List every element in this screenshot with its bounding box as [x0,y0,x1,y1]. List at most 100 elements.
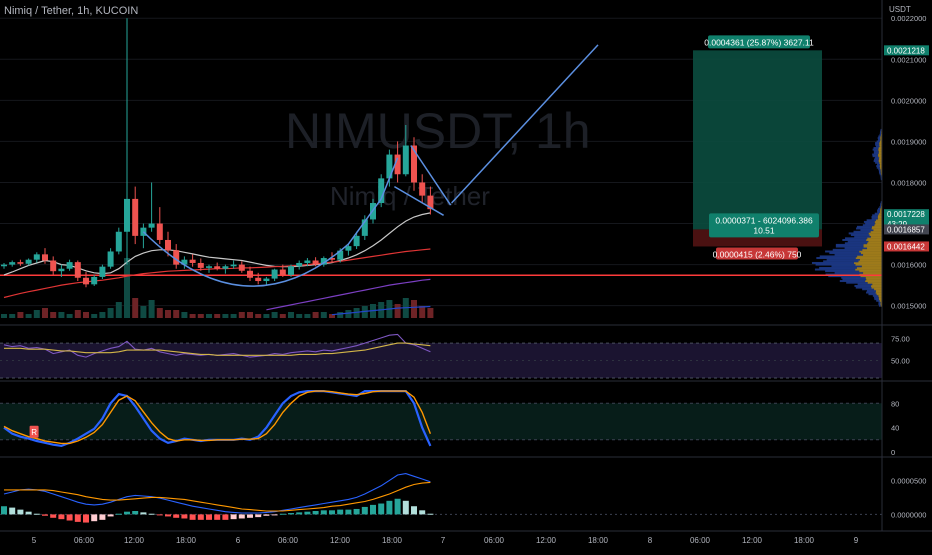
candle-body [280,270,286,275]
volume-bar [181,312,187,318]
volume-bar [304,314,310,318]
macd-histogram-bar [149,514,155,515]
volume-bar [9,314,15,318]
macd-histogram-bar [411,506,417,514]
candle-body [157,224,163,240]
candle-body [206,266,212,268]
candle-body [58,269,64,271]
candle-body [83,278,89,285]
price-tag: 0.0017228 [887,210,925,219]
stoch-signal-marker: R [31,428,37,437]
time-tick-label: 12:00 [742,536,763,545]
volume-bar [411,300,417,318]
volume-bar [419,306,425,318]
time-tick-label: 18:00 [588,536,609,545]
time-tick-label: 8 [648,536,653,545]
candle-body [124,199,130,232]
macd-histogram-bar [140,512,146,514]
price-tick-label: 0.0015000 [891,302,926,311]
volume-bar [263,314,269,318]
volume-bar [91,314,97,318]
volume-bar [108,308,114,318]
time-tick-label: 18:00 [382,536,403,545]
candle-body [17,262,23,264]
macd-histogram-bar [395,499,401,515]
volume-bar [116,302,122,318]
volume-bar [190,314,196,318]
macd-histogram-bar [157,514,163,515]
macd-histogram-bar [321,510,327,514]
macd-histogram-bar [280,514,286,515]
time-tick-label: 12:00 [536,536,557,545]
volume-bar [124,258,130,318]
time-tick-label: 5 [32,536,37,545]
macd-histogram-bar [247,514,253,517]
macd-histogram-bar [231,514,237,519]
candle-body [255,278,261,281]
volume-bar [67,314,73,318]
volume-bar [26,314,32,318]
rsi-tick-label: 50.00 [891,357,910,366]
stop-label: 0.0000415 (2.46%) 750 [713,249,802,259]
candle-body [296,263,302,266]
volume-bar [140,306,146,318]
macd-histogram-bar [132,511,138,514]
volume-profile-bar [881,201,882,203]
price-tick-label: 0.0020000 [891,96,926,105]
candle-body [354,236,360,246]
time-tick-label: 12:00 [124,536,145,545]
macd-histogram-bar [272,514,278,515]
macd-histogram-bar [198,514,204,519]
pair-title: Nimiq / Tether, 1h, KUCOIN [4,5,138,17]
volume-bar [239,312,245,318]
candle-body [403,146,409,175]
volume-bar [231,314,237,318]
time-tick-label: 18:00 [794,536,815,545]
price-tick-label: 0.0022000 [891,14,926,23]
macd-histogram-bar [67,514,73,520]
volume-bar [288,312,294,318]
candle-body [190,260,196,263]
macd-histogram-bar [239,514,245,518]
price-tick-label: 0.0016000 [891,261,926,270]
price-tick-label: 0.0021000 [891,55,926,64]
macd-histogram-bar [386,501,392,515]
macd-histogram-bar [99,514,105,519]
candle-body [50,261,56,272]
volume-bar [272,312,278,318]
macd-histogram-bar [116,514,122,515]
price-tag: 0.0021218 [887,46,925,55]
macd-histogram-bar [124,512,130,515]
candle-body [1,265,7,267]
volume-bar [280,314,286,318]
time-tick-label: 06:00 [484,536,505,545]
time-tick-label: 12:00 [330,536,351,545]
macd-histogram-bar [1,506,7,514]
macd-histogram-bar [75,514,81,521]
macd-histogram-bar [214,514,220,519]
macd-histogram-bar [181,514,187,518]
target-zone [693,50,822,229]
macd-histogram-bar [313,511,319,514]
candle-body [247,271,253,278]
volume-profile-bar [881,129,882,131]
rsi-tick-label: 75.00 [891,335,910,344]
volume-bar [99,312,105,318]
stoch-tick-label: 40 [891,424,899,433]
volume-bar [206,314,212,318]
volume-bar [149,300,155,318]
volume-bar [157,308,163,318]
candle-body [222,266,228,268]
candle-body [263,279,269,281]
candle-body [231,265,237,267]
macd-line-signal [4,482,430,511]
volume-bar [34,310,40,318]
candle-body [419,182,425,195]
volume-bar [173,310,179,318]
candle-body [108,251,114,266]
time-tick-label: 06:00 [278,536,299,545]
macd-histogram-bar [9,508,15,515]
axis-unit: USDT [889,5,911,14]
